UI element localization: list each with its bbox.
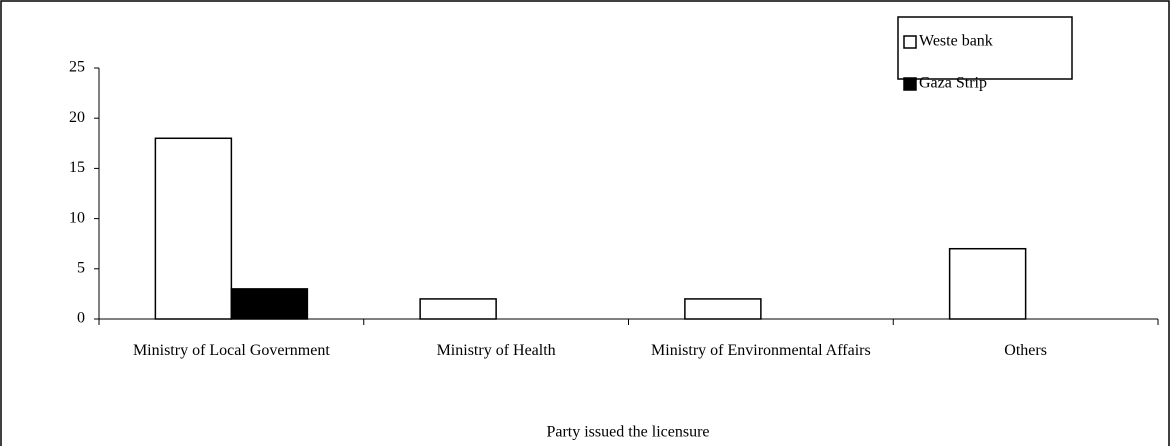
legend-swatch: [903, 35, 917, 49]
y-tick-label: 20: [69, 109, 85, 126]
y-tick-label: 10: [69, 209, 85, 226]
y-tick-label: 0: [77, 310, 85, 327]
legend-swatch: [903, 77, 917, 91]
x-axis-title: Party issued the licensure: [546, 424, 709, 441]
y-tick-label: 25: [69, 59, 85, 76]
x-tick-label: Others: [1004, 342, 1047, 359]
legend-label: Weste bank: [919, 33, 993, 50]
y-tick-label: 15: [69, 159, 85, 176]
x-tick-label: Ministry of Local Government: [132, 342, 330, 359]
x-tick-label: Ministry of Environmental Affairs: [651, 342, 871, 359]
legend-box: [897, 16, 1073, 80]
y-tick-label: 5: [77, 259, 85, 276]
bar: [948, 247, 1027, 320]
x-tick-label: Ministry of Health: [436, 342, 556, 359]
bar: [419, 298, 497, 320]
bar: [230, 288, 309, 320]
bar: [684, 298, 762, 320]
bar: [154, 137, 233, 320]
legend-label: Gaza Strip: [919, 75, 987, 92]
